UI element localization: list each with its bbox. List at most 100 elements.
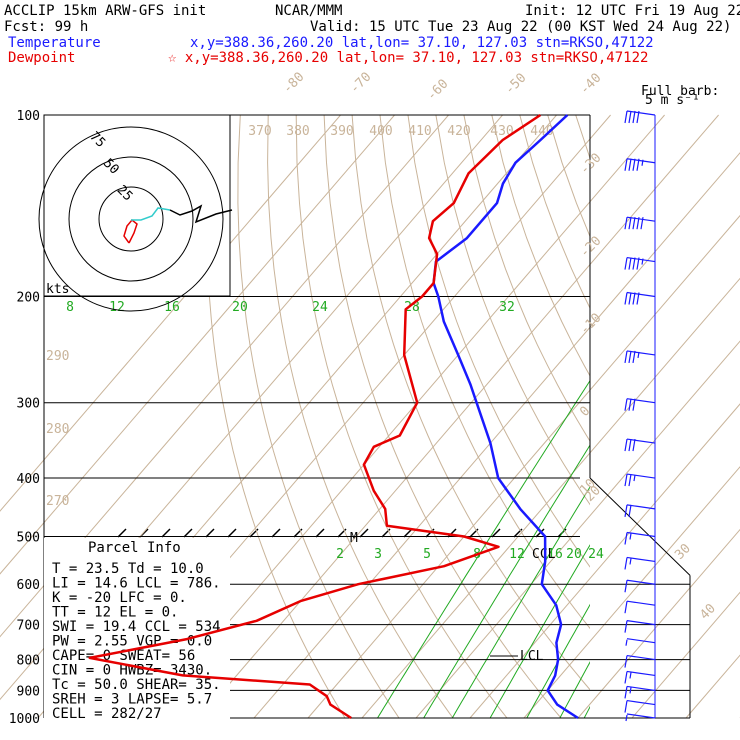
parcel-info-row: T = 23.5 Td = 10.0 (52, 561, 204, 577)
isotherm-line (523, 466, 740, 719)
barb-half-flag (629, 687, 632, 694)
isotherm-line (199, 114, 719, 719)
barb-flag (628, 217, 632, 230)
isotherm-label: -80 (280, 70, 307, 97)
dry-adiabat (519, 115, 590, 310)
dry-adiabat (206, 115, 346, 718)
wind-barb (624, 473, 656, 487)
theta-label: 280 (46, 422, 69, 437)
dry-adiabat (632, 115, 740, 718)
forecast-hour: Fcst: 99 h (4, 19, 88, 35)
barb-flag (624, 671, 628, 684)
barb-staff (626, 350, 656, 356)
barb-staff (626, 600, 656, 606)
barb-staff (626, 504, 656, 510)
mixing-ratio-line (633, 269, 740, 718)
barb-flag (624, 217, 628, 230)
theta-label: 390 (330, 124, 353, 139)
wind-barb (624, 531, 656, 545)
mixing-ratio-label: 5 (423, 547, 431, 562)
pressure-label: 600 (17, 578, 40, 593)
wind-barb (624, 398, 656, 411)
mixing-ratio-label: 20 (566, 547, 582, 562)
isotherm-line (0, 114, 341, 512)
isotherm-label: -20 (577, 234, 604, 261)
barb-flag (624, 557, 628, 570)
model-title: ACCLIP 15km ARW-GFS init (4, 3, 206, 19)
mixing-ratio-label: 12 (109, 300, 125, 315)
barb-staff (626, 291, 656, 298)
pressure-label: 400 (17, 472, 40, 487)
parcel-info-row: LI = 14.6 LCL = 786. (52, 576, 221, 592)
mixing-ratio-lines (377, 269, 740, 718)
isotherm-line (415, 340, 740, 719)
header: ACCLIP 15km ARW-GFS init NCAR/MMM Init: … (4, 3, 740, 66)
dry-adiabat (575, 115, 590, 160)
isotherm-label: -30 (577, 151, 604, 178)
wind-barb (624, 504, 656, 517)
isotherm-line (469, 403, 740, 719)
wind-barbs: Full barb: 5 m s⁻¹ (624, 84, 719, 722)
barb-flag (636, 110, 640, 124)
hodograph-upper-trace (169, 204, 233, 224)
hodograph-ring (98, 186, 164, 252)
hatch-mark (117, 528, 127, 538)
wind-barb (624, 256, 656, 270)
parcel-info-row: CELL = 282/27 (52, 706, 162, 722)
barb-staff (626, 620, 656, 626)
hatch-mark (469, 528, 479, 538)
hodograph-ring (38, 126, 224, 312)
hodograph-mid-trace (131, 207, 171, 221)
wind-barb (624, 291, 656, 305)
barb-staff (626, 579, 656, 585)
wind-barb (624, 438, 656, 452)
dry-adiabat (379, 115, 590, 630)
mixing-ratio-label: 20 (232, 300, 248, 315)
barb-flag (624, 504, 628, 517)
pressure-label: 800 (17, 654, 40, 669)
barb-staff (626, 438, 656, 444)
dry-adiabat (547, 115, 590, 238)
barb-flag (624, 292, 628, 305)
isotherm-line (253, 152, 740, 719)
barb-half-flag (625, 714, 628, 722)
center-label: NCAR/MMM (275, 3, 342, 19)
barb-flag (632, 257, 636, 270)
isotherm-label: -40 (577, 71, 604, 98)
barb-flag (628, 110, 632, 124)
mixing-ratio-line (423, 444, 590, 718)
wind-barb (624, 670, 656, 684)
wind-barb (624, 216, 656, 230)
hatch-mark (315, 528, 325, 538)
isotherm-label: 40 (697, 601, 719, 623)
wind-barb (624, 685, 656, 699)
pressure-label: 700 (17, 619, 40, 634)
barb-flag (624, 110, 628, 124)
mixing-ratio-label: 28 (404, 300, 420, 315)
barb-flag (624, 620, 628, 633)
hatch-mark (271, 528, 281, 538)
mixing-ratio-label: 16 (164, 300, 180, 315)
temperature-legend: Temperature (8, 35, 101, 51)
barb-half-flag (633, 474, 636, 482)
hatch-mark (381, 528, 391, 538)
barb-half-flag (637, 351, 640, 359)
dry-adiabat (660, 115, 740, 718)
temperature-profile (432, 114, 579, 720)
barb-staff (626, 110, 656, 116)
parcel-info-row: SREH = 3 LAPSE= 5.7 (52, 692, 212, 708)
dry-adiabat (237, 115, 400, 718)
barb-flag (628, 292, 632, 305)
mixing-ratio-label: 24 (312, 300, 328, 315)
pressure-label: 300 (17, 397, 40, 412)
wind-barb (625, 638, 656, 646)
barb-flag (624, 257, 628, 270)
barb-flag (624, 655, 628, 668)
barb-staff (626, 654, 656, 661)
wind-barb (624, 556, 656, 570)
dry-adiabat (323, 115, 562, 718)
barb-flag (628, 257, 632, 270)
init-label: Init: 12 UTC Fri 19 Aug 22 (525, 3, 740, 19)
mixing-ratio-label: 2 (336, 547, 344, 562)
